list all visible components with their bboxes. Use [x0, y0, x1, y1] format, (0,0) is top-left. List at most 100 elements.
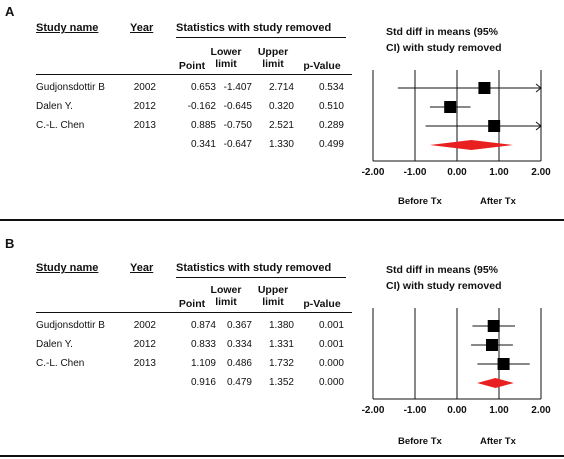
pvalue-cell: 0.001: [318, 320, 344, 331]
after-tx-label: After Tx: [480, 436, 516, 447]
point-marker: [487, 320, 500, 332]
summary-pvalue-cell: 0.000: [318, 377, 344, 388]
forest-plot: -2.00 -1.00 0.00 1.00 2.00: [362, 70, 551, 178]
lower-limit-cell: -0.750: [223, 120, 252, 131]
point-marker: [488, 120, 501, 132]
upper-limit-cell: 0.320: [268, 101, 294, 112]
upper-limit-cell: 2.521: [268, 120, 294, 131]
study-name-header: Study name: [36, 262, 99, 274]
pvalue-header: p-Value: [303, 298, 341, 310]
stats-group-rule: [176, 277, 346, 278]
lower-limit-cell: 0.367: [226, 320, 252, 331]
forest-title-line1: Std diff in means (95%: [386, 264, 499, 276]
study-name-cell: Dalen Y.: [36, 339, 73, 350]
pvalue-cell: 0.510: [318, 101, 344, 112]
bottom-divider: [0, 455, 564, 457]
lower-limit-cell: 0.486: [226, 358, 252, 369]
point-cell: 0.833: [190, 339, 216, 350]
point-marker: [485, 339, 498, 351]
panel-a: A Study name Year Statistics with study …: [0, 0, 564, 226]
tick-label: 0.00: [447, 167, 467, 178]
tick-label: -2.00: [362, 167, 385, 178]
before-tx-label: Before Tx: [398, 196, 442, 207]
study-name-header: Study name: [36, 22, 99, 34]
forest-title-line2: CI) with study removed: [386, 42, 502, 54]
pvalue-cell: 0.001: [318, 339, 344, 350]
forest-title-line2: CI) with study removed: [386, 280, 502, 292]
ci-arrow: [535, 83, 542, 93]
stats-group-rule: [176, 37, 346, 38]
upper-limit-cell: 2.714: [268, 82, 294, 93]
summary-point-cell: 0.916: [190, 377, 216, 388]
point-header: Point: [178, 298, 206, 310]
tick-label: -1.00: [404, 405, 427, 416]
forest-title: Std diff in means (95% CI) with study re…: [386, 24, 556, 56]
point-cell: -0.162: [187, 101, 216, 112]
lower-limit-cell: -0.645: [223, 101, 252, 112]
lower-limit-header: Lower limit: [204, 284, 248, 308]
summary-upper-limit-cell: 1.330: [268, 139, 294, 150]
point-cell: 1.109: [190, 358, 216, 369]
upper-limit-cell: 1.732: [268, 358, 294, 369]
panel-divider: [0, 219, 564, 221]
upper-header-line1: Upper: [257, 284, 289, 296]
header-rule: [36, 312, 352, 313]
lower-header-line2: limit: [215, 296, 237, 308]
forest-title: Std diff in means (95% CI) with study re…: [386, 262, 556, 294]
study-name-cell: Gudjonsdottir B: [36, 320, 105, 331]
tick-label: 0.00: [447, 405, 467, 416]
pvalue-cell: 0.000: [318, 358, 344, 369]
forest-title-line1: Std diff in means (95%: [386, 26, 499, 38]
study-name-cell: C.-L. Chen: [36, 358, 85, 369]
year-cell: 2012: [133, 101, 156, 112]
forest-plot: -2.00 -1.00 0.00 1.00 2.00: [362, 308, 551, 416]
study-name-cell: Dalen Y.: [36, 101, 73, 112]
stats-group-header: Statistics with study removed: [176, 262, 332, 274]
point-cell: 0.653: [190, 82, 216, 93]
upper-limit-cell: 1.380: [268, 320, 294, 331]
tick-label: 1.00: [489, 167, 509, 178]
summary-pvalue-cell: 0.499: [318, 139, 344, 150]
point-cell: 0.885: [190, 120, 216, 131]
stats-group-header: Statistics with study removed: [176, 22, 332, 34]
lower-header-line1: Lower: [210, 284, 242, 296]
lower-limit-cell: 0.334: [226, 339, 252, 350]
lower-header-line2: limit: [215, 58, 237, 70]
before-tx-label: Before Tx: [398, 436, 442, 447]
header-rule: [36, 74, 352, 75]
tick-label: -1.00: [404, 167, 427, 178]
upper-limit-header: Upper limit: [250, 284, 296, 308]
study-name-cell: Gudjonsdottir B: [36, 82, 105, 93]
after-tx-label: After Tx: [480, 196, 516, 207]
ci-arrow: [535, 121, 542, 131]
upper-header-line2: limit: [262, 296, 284, 308]
point-cell: 0.874: [190, 320, 216, 331]
lower-limit-header: Lower limit: [204, 46, 248, 70]
tick-label: -2.00: [362, 405, 385, 416]
summary-upper-limit-cell: 1.352: [268, 377, 294, 388]
summary-lower-limit-cell: 0.479: [226, 377, 252, 388]
lower-limit-cell: -1.407: [223, 82, 252, 93]
point-marker: [444, 101, 457, 113]
summary-diamond: [429, 140, 513, 150]
tick-label: 2.00: [531, 167, 551, 178]
panel-label: B: [5, 236, 15, 251]
year-cell: 2002: [133, 82, 156, 93]
summary-point-cell: 0.341: [190, 139, 216, 150]
panel-label: A: [5, 4, 15, 19]
tick-label: 2.00: [531, 405, 551, 416]
upper-header-line1: Upper: [257, 46, 289, 58]
study-name-cell: C.-L. Chen: [36, 120, 85, 131]
summary-lower-limit-cell: -0.647: [223, 139, 252, 150]
pvalue-cell: 0.534: [318, 82, 344, 93]
lower-header-line1: Lower: [210, 46, 242, 58]
year-header: Year: [130, 262, 154, 274]
upper-limit-cell: 1.331: [268, 339, 294, 350]
year-cell: 2012: [133, 339, 156, 350]
year-header: Year: [130, 22, 154, 34]
summary-diamond: [477, 378, 514, 388]
pvalue-cell: 0.289: [318, 120, 344, 131]
year-cell: 2013: [133, 120, 156, 131]
point-marker: [497, 358, 510, 370]
pvalue-header: p-Value: [303, 60, 341, 72]
